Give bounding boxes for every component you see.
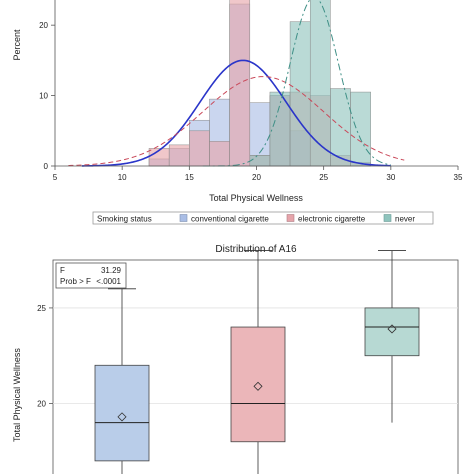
density-curve-never (202, 0, 391, 167)
x-tick-label: 15 (185, 173, 194, 182)
density-curve-electronic-cigarette (68, 76, 405, 166)
density-curve-conventional-cigarette (81, 59, 391, 167)
boxplot-groups (94, 250, 420, 474)
mean-marker-never (387, 324, 397, 334)
x-tick-label: 20 (252, 173, 261, 182)
legend-label-conventional: conventional cigarette (191, 215, 269, 224)
x-tick-label: 25 (319, 173, 328, 182)
boxplot-y-axis-label: Total Physical Wellness (12, 348, 22, 442)
x-tick-label: 10 (118, 173, 127, 182)
legend-label-never: never (395, 215, 415, 224)
x-tick-label: 5 (53, 173, 58, 182)
legend-swatch-never (383, 214, 392, 222)
y-tick-label: 20 (37, 400, 46, 409)
box-never (364, 307, 420, 357)
histogram-bar-electronic-cigarette (189, 130, 210, 167)
y-axis-label: Percent (12, 29, 22, 61)
legend-frame (92, 211, 434, 225)
legend: Smoking status conventional cigarette el… (92, 211, 434, 225)
legend-title: Smoking status (97, 215, 152, 224)
stats-f-value: 31.29 (101, 266, 122, 275)
stats-f-label: F (60, 266, 65, 275)
x-tick-label: 35 (454, 173, 463, 182)
histogram-bar-electronic-cigarette (168, 144, 190, 167)
stats-p-label: Prob > F (60, 277, 91, 286)
stats-box: F 31.29 Prob > F <.0001 (55, 262, 127, 289)
y-tick-label: 20 (39, 21, 48, 30)
density-curves (68, 0, 405, 167)
histogram-panel: 5 10 15 20 25 30 35 0 10 20 Percent Total Physica… (12, 0, 463, 203)
histogram-bars (148, 0, 371, 167)
y-tick-label: 25 (37, 304, 46, 313)
y-tick-label: 10 (39, 92, 48, 101)
mean-marker-electronic-cigarette (253, 381, 263, 391)
boxplot-frame (52, 259, 459, 474)
box-electronic-cigarette (230, 326, 286, 443)
histogram-bar-never (249, 155, 271, 167)
stats-p-value: <.0001 (96, 277, 121, 286)
legend-label-electronic: electronic cigarette (298, 215, 366, 224)
histogram-bar-never (309, 0, 331, 167)
mean-marker-conventional-cigarette (117, 412, 127, 422)
y-tick-label: 0 (44, 162, 49, 171)
legend-swatch-conventional (179, 214, 188, 222)
x-axis-label: Total Physical Wellness (209, 193, 303, 203)
histogram-bar-never (350, 91, 371, 167)
legend-swatch-electronic (286, 214, 295, 222)
histogram-bar-electronic-cigarette (209, 141, 230, 167)
x-tick-label: 30 (386, 173, 395, 182)
boxplot-title: Distribution of A16 (215, 244, 297, 255)
histogram-bar-never (289, 21, 311, 167)
stats-box-frame (55, 262, 127, 289)
histogram-axes: 5 10 15 20 25 30 35 0 10 20 (39, 0, 463, 182)
